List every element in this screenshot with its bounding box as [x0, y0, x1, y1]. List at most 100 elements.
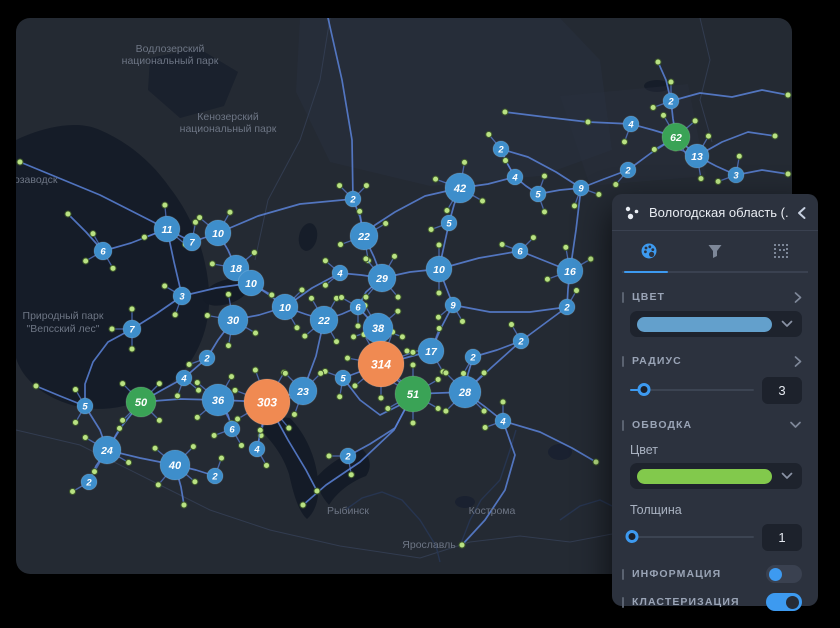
point-marker[interactable]: [161, 201, 169, 209]
radius-slider[interactable]: [630, 383, 754, 397]
point-marker[interactable]: [409, 419, 417, 427]
map-cluster[interactable]: [417, 337, 445, 365]
point-marker[interactable]: [612, 181, 620, 189]
point-marker[interactable]: [354, 322, 362, 330]
point-marker[interactable]: [705, 132, 712, 140]
map-cluster[interactable]: [153, 215, 181, 243]
slider-handle[interactable]: [637, 383, 651, 396]
point-marker[interactable]: [434, 313, 442, 321]
thickness-slider[interactable]: [625, 530, 754, 544]
point-marker[interactable]: [338, 294, 346, 301]
map-cluster[interactable]: [684, 143, 710, 169]
point-marker[interactable]: [351, 382, 359, 390]
map-cluster[interactable]: [440, 214, 458, 232]
point-marker[interactable]: [191, 218, 199, 226]
point-marker[interactable]: [458, 541, 466, 549]
point-marker[interactable]: [337, 241, 345, 249]
point-marker[interactable]: [480, 407, 488, 415]
point-marker[interactable]: [180, 501, 188, 509]
map-cluster[interactable]: [344, 190, 362, 208]
slider-handle[interactable]: [625, 530, 639, 543]
point-marker[interactable]: [480, 369, 488, 377]
point-marker[interactable]: [281, 369, 289, 377]
point-marker[interactable]: [82, 257, 90, 265]
collapse-outline-section-button[interactable]: [789, 421, 802, 429]
map-cluster[interactable]: [349, 221, 379, 251]
point-marker[interactable]: [735, 152, 743, 160]
point-marker[interactable]: [208, 260, 216, 268]
point-marker[interactable]: [409, 348, 417, 356]
map-cluster[interactable]: [125, 386, 157, 418]
map-cluster[interactable]: [237, 269, 265, 297]
map-cluster[interactable]: [357, 340, 405, 388]
point-marker[interactable]: [193, 379, 201, 387]
clustering-toggle[interactable]: [766, 593, 802, 611]
map-cluster[interactable]: [529, 185, 547, 203]
point-marker[interactable]: [377, 394, 385, 402]
point-marker[interactable]: [691, 117, 699, 125]
point-marker[interactable]: [290, 410, 298, 418]
point-marker[interactable]: [251, 366, 259, 374]
map-cluster[interactable]: [444, 172, 476, 204]
map-cluster[interactable]: [80, 473, 98, 491]
point-marker[interactable]: [650, 146, 658, 153]
point-marker[interactable]: [336, 182, 344, 190]
point-marker[interactable]: [185, 360, 193, 368]
point-marker[interactable]: [154, 481, 162, 489]
map-cluster[interactable]: [661, 122, 691, 152]
point-marker[interactable]: [432, 175, 440, 183]
point-marker[interactable]: [571, 202, 579, 210]
point-marker[interactable]: [285, 424, 293, 432]
map-cluster[interactable]: [248, 440, 266, 458]
point-marker[interactable]: [529, 234, 537, 242]
point-marker[interactable]: [595, 190, 603, 198]
map-cluster[interactable]: [223, 420, 241, 438]
point-marker[interactable]: [459, 317, 466, 325]
point-marker[interactable]: [308, 294, 315, 302]
point-marker[interactable]: [434, 405, 442, 412]
map-cluster[interactable]: [93, 241, 113, 261]
point-marker[interactable]: [573, 287, 580, 295]
point-marker[interactable]: [234, 415, 242, 423]
point-marker[interactable]: [356, 207, 364, 215]
map-cluster[interactable]: [204, 219, 232, 247]
point-marker[interactable]: [317, 369, 325, 377]
point-marker[interactable]: [362, 255, 370, 263]
point-marker[interactable]: [501, 108, 509, 116]
point-marker[interactable]: [81, 434, 89, 441]
radius-value-input[interactable]: 3: [762, 376, 802, 404]
map-cluster[interactable]: [619, 161, 637, 179]
point-marker[interactable]: [224, 342, 232, 350]
map-cluster[interactable]: [349, 298, 367, 316]
point-marker[interactable]: [238, 441, 245, 449]
point-marker[interactable]: [784, 91, 792, 99]
point-marker[interactable]: [362, 293, 370, 301]
point-marker[interactable]: [654, 58, 662, 66]
outline-color-dropdown[interactable]: [630, 463, 802, 489]
point-marker[interactable]: [394, 293, 402, 301]
point-marker[interactable]: [667, 78, 675, 86]
point-marker[interactable]: [443, 207, 451, 215]
point-marker[interactable]: [660, 111, 667, 119]
point-marker[interactable]: [540, 172, 548, 180]
point-marker[interactable]: [313, 487, 321, 495]
point-marker[interactable]: [498, 241, 506, 249]
point-marker[interactable]: [69, 488, 77, 495]
point-marker[interactable]: [587, 255, 595, 263]
point-marker[interactable]: [72, 386, 79, 394]
map-cluster[interactable]: [511, 242, 529, 260]
point-marker[interactable]: [72, 418, 79, 426]
map-cluster[interactable]: [309, 305, 339, 335]
fill-color-dropdown[interactable]: [630, 311, 802, 337]
information-toggle[interactable]: [766, 565, 802, 583]
point-marker[interactable]: [435, 289, 443, 297]
point-marker[interactable]: [108, 325, 116, 333]
point-marker[interactable]: [508, 321, 515, 329]
map-cluster[interactable]: [492, 140, 510, 158]
point-marker[interactable]: [252, 329, 260, 337]
point-marker[interactable]: [621, 138, 629, 146]
map-cluster[interactable]: [512, 332, 530, 350]
point-marker[interactable]: [427, 225, 435, 233]
point-marker[interactable]: [333, 338, 340, 346]
point-marker[interactable]: [502, 157, 509, 165]
